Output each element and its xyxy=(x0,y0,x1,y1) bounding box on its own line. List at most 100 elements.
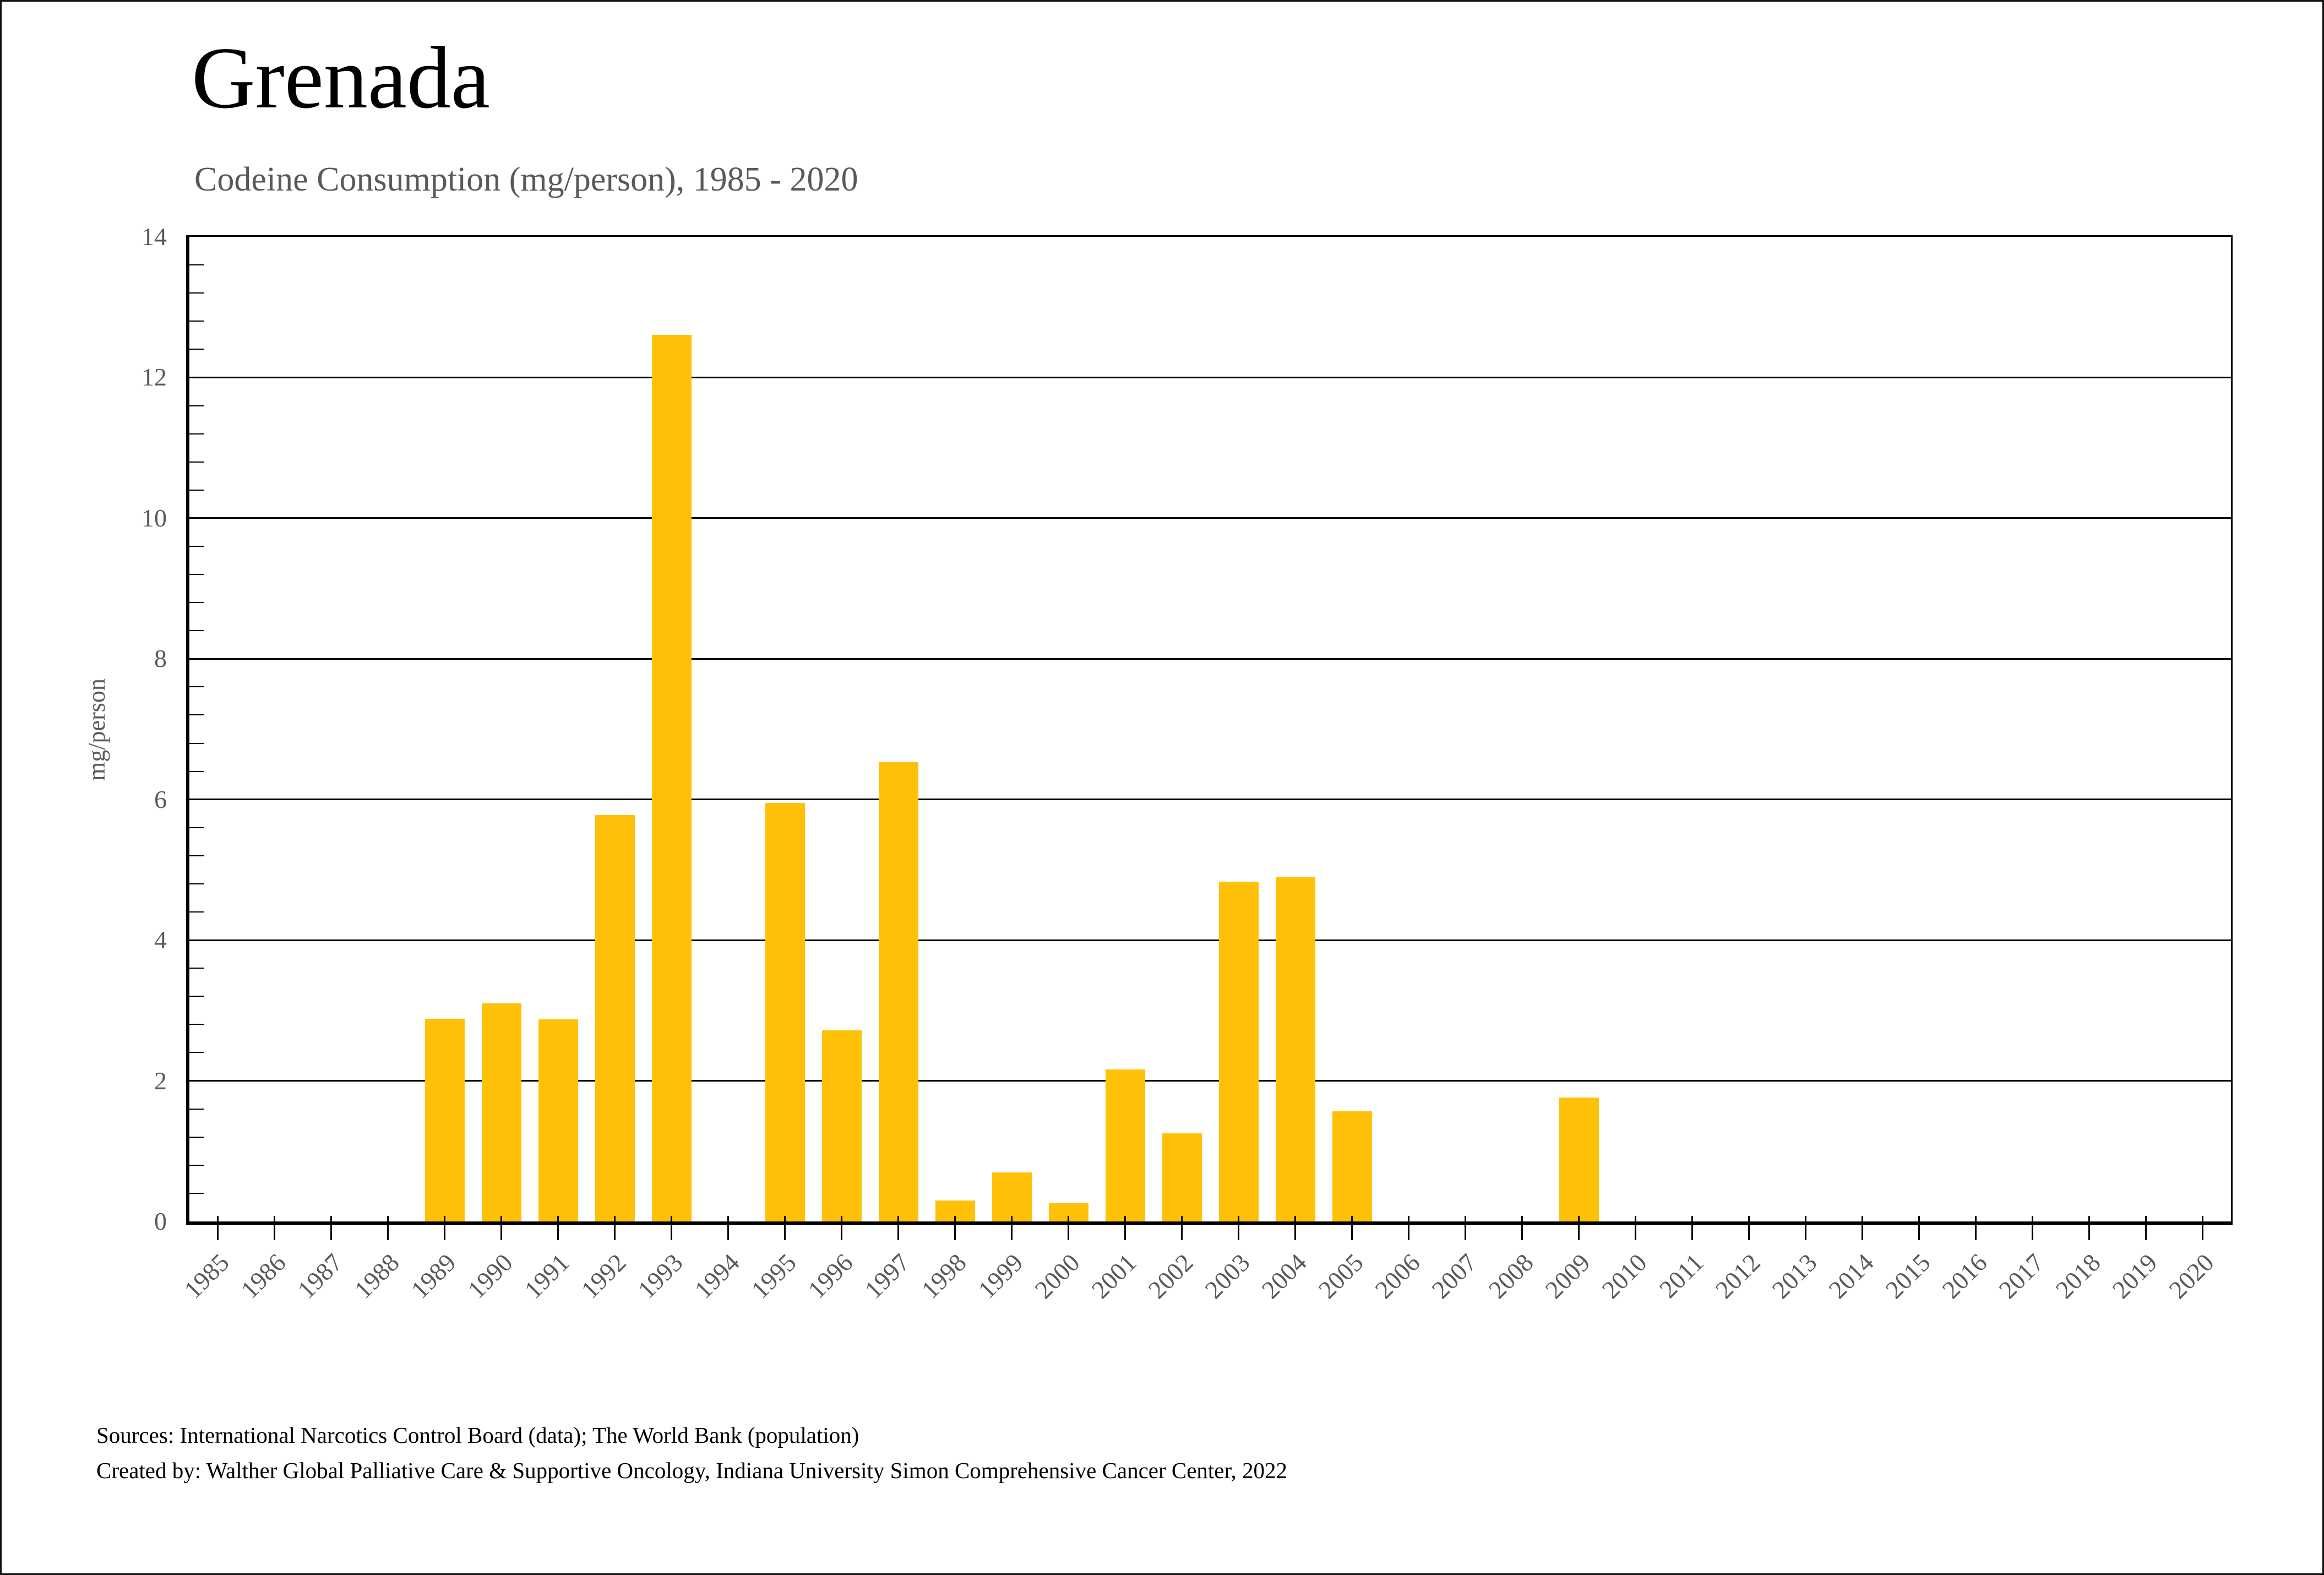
bar-2005 xyxy=(1332,1111,1372,1221)
footer-sources-line: Sources: International Narcotics Control… xyxy=(96,1422,859,1448)
y-minor-tick xyxy=(189,1052,204,1053)
y-minor-tick xyxy=(189,911,204,913)
x-tick-2005 xyxy=(1351,1216,1353,1240)
gridline-12 xyxy=(189,376,2231,378)
x-tick-2017 xyxy=(2032,1216,2033,1240)
x-tick-1991 xyxy=(557,1216,559,1240)
x-tick-2012 xyxy=(1748,1216,1750,1240)
x-tick-1985 xyxy=(217,1216,219,1240)
x-tick-2000 xyxy=(1068,1216,1069,1240)
y-minor-tick xyxy=(189,545,204,547)
y-minor-tick xyxy=(189,1024,204,1025)
bar-2002 xyxy=(1162,1133,1202,1221)
y-tick-label-14: 14 xyxy=(141,222,167,251)
x-tick-2010 xyxy=(1635,1216,1636,1240)
x-tick-2020 xyxy=(2202,1216,2203,1240)
bar-1997 xyxy=(878,762,918,1221)
y-minor-tick xyxy=(189,996,204,997)
gridline-10 xyxy=(189,517,2231,519)
x-tick-2019 xyxy=(2145,1216,2147,1240)
plot-area xyxy=(186,235,2233,1225)
y-minor-tick xyxy=(189,827,204,828)
x-tick-1988 xyxy=(387,1216,389,1240)
x-tick-2009 xyxy=(1578,1216,1580,1240)
gridline-6 xyxy=(189,799,2231,801)
y-minor-tick xyxy=(189,292,204,294)
y-minor-tick xyxy=(189,630,204,632)
y-minor-tick xyxy=(189,264,204,266)
gridline-8 xyxy=(189,658,2231,660)
x-tick-1990 xyxy=(500,1216,502,1240)
gridline-4 xyxy=(189,939,2231,941)
x-tick-1987 xyxy=(330,1216,332,1240)
y-tick-label-10: 10 xyxy=(141,503,167,532)
y-minor-tick xyxy=(189,461,204,463)
footer: Sources: International Narcotics Control… xyxy=(96,1418,1287,1488)
y-minor-tick xyxy=(189,770,204,772)
bar-1996 xyxy=(821,1030,862,1221)
bar-1991 xyxy=(538,1019,578,1221)
x-tick-1998 xyxy=(954,1216,956,1240)
bar-1995 xyxy=(765,803,805,1221)
bar-1999 xyxy=(992,1172,1032,1221)
x-tick-2018 xyxy=(2088,1216,2090,1240)
bar-1990 xyxy=(481,1003,521,1221)
y-minor-tick xyxy=(189,742,204,744)
bar-2004 xyxy=(1275,877,1315,1221)
y-minor-tick xyxy=(189,574,204,575)
x-tick-1995 xyxy=(784,1216,786,1240)
y-minor-tick xyxy=(189,349,204,350)
y-minor-tick xyxy=(189,686,204,688)
x-tick-1997 xyxy=(897,1216,899,1240)
page-title: Grenada xyxy=(192,29,490,127)
y-tick-label-4: 4 xyxy=(154,926,167,954)
y-minor-tick xyxy=(189,405,204,406)
bar-2009 xyxy=(1559,1098,1599,1221)
y-tick-label-12: 12 xyxy=(141,363,167,392)
x-tick-2001 xyxy=(1124,1216,1126,1240)
x-tick-1992 xyxy=(614,1216,616,1240)
bar-2001 xyxy=(1105,1069,1145,1221)
bar-1992 xyxy=(595,814,635,1221)
y-minor-tick xyxy=(189,1164,204,1166)
x-tick-1996 xyxy=(841,1216,842,1240)
y-minor-tick xyxy=(189,1108,204,1110)
y-minor-tick xyxy=(189,855,204,856)
x-tick-2008 xyxy=(1521,1216,1523,1240)
x-tick-2006 xyxy=(1408,1216,1409,1240)
x-tick-1999 xyxy=(1011,1216,1013,1240)
bar-1993 xyxy=(651,334,692,1221)
x-tick-2016 xyxy=(1975,1216,1977,1240)
y-minor-tick xyxy=(189,602,204,604)
y-minor-tick xyxy=(189,1136,204,1138)
y-minor-tick xyxy=(189,321,204,322)
bar-2003 xyxy=(1218,882,1259,1221)
y-minor-tick xyxy=(189,489,204,491)
y-minor-tick xyxy=(189,714,204,716)
gridline-2 xyxy=(189,1080,2231,1082)
y-minor-tick xyxy=(189,1192,204,1194)
y-minor-tick xyxy=(189,968,204,969)
y-minor-tick xyxy=(189,883,204,884)
footer-credit-line: Created by: Walther Global Palliative Ca… xyxy=(96,1457,1288,1483)
x-tick-1989 xyxy=(444,1216,445,1240)
x-tick-2002 xyxy=(1181,1216,1183,1240)
x-tick-2011 xyxy=(1691,1216,1693,1240)
y-tick-label-0: 0 xyxy=(154,1207,167,1235)
chart-subtitle: Codeine Consumption (mg/person), 1985 - … xyxy=(194,161,858,198)
x-tick-1993 xyxy=(671,1216,672,1240)
x-tick-2013 xyxy=(1805,1216,1806,1240)
x-tick-2015 xyxy=(1918,1216,1920,1240)
x-tick-2004 xyxy=(1294,1216,1296,1240)
x-tick-2014 xyxy=(1862,1216,1863,1240)
x-tick-1986 xyxy=(274,1216,275,1240)
y-tick-label-8: 8 xyxy=(154,644,167,673)
x-tick-2003 xyxy=(1238,1216,1239,1240)
y-minor-tick xyxy=(189,433,204,435)
x-tick-2007 xyxy=(1465,1216,1466,1240)
y-tick-label-6: 6 xyxy=(154,785,167,813)
y-tick-label-2: 2 xyxy=(154,1066,167,1095)
x-tick-1994 xyxy=(727,1216,729,1240)
bar-1989 xyxy=(424,1019,465,1221)
